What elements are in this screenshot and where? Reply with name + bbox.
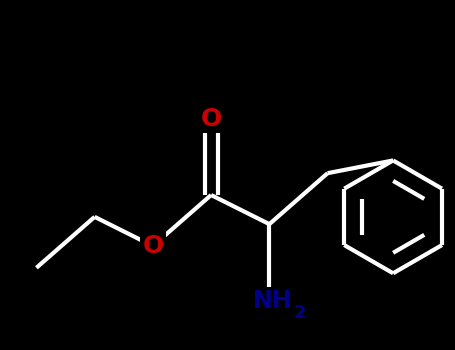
Text: O: O [201, 107, 222, 131]
Text: 2: 2 [294, 304, 307, 322]
Text: O: O [142, 234, 163, 258]
Text: NH: NH [253, 289, 293, 313]
